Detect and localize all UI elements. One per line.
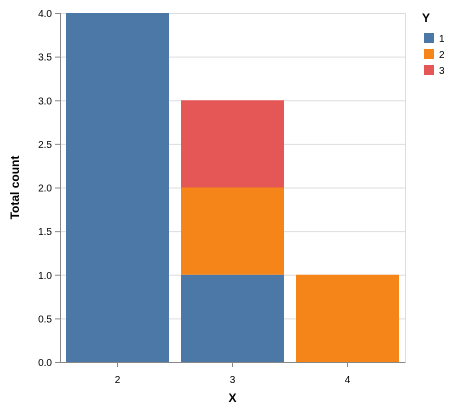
y-tick-label: 0.5 — [38, 314, 52, 325]
bar-x3-y3 — [181, 100, 284, 188]
y-tick-label: 1.5 — [38, 227, 52, 238]
y-axis-title: Total count — [8, 156, 22, 220]
y-tick-label: 3.5 — [38, 53, 52, 64]
x-tick-label: 2 — [115, 375, 121, 386]
bar-x3-y1 — [181, 274, 284, 362]
y-tick-label: 2.0 — [38, 184, 52, 195]
legend-label-1: 1 — [439, 34, 445, 45]
bar-x2-y1 — [66, 13, 169, 362]
legend: Y 1 2 3 — [422, 11, 445, 77]
legend-swatch-1 — [424, 33, 434, 43]
legend-swatch-3 — [424, 65, 434, 75]
axes: 0.0 0.5 1.0 1.5 2.0 2.5 3.0 3.5 4.0 2 3 4 — [38, 9, 406, 386]
bar-x4-y2 — [296, 274, 399, 362]
legend-swatch-2 — [424, 49, 434, 59]
y-tick-label: 2.5 — [38, 140, 52, 151]
bars — [66, 13, 399, 362]
y-tick-label: 0.0 — [38, 358, 52, 369]
legend-label-2: 2 — [439, 50, 445, 61]
y-tick-label: 3.0 — [38, 96, 52, 107]
legend-title: Y — [422, 11, 430, 25]
legend-label-3: 3 — [439, 66, 445, 77]
x-tick-label: 4 — [345, 375, 351, 386]
y-tick-label: 1.0 — [38, 271, 52, 282]
bar-x3-y2 — [181, 187, 284, 275]
x-axis-title: X — [228, 391, 236, 405]
y-tick-label: 4.0 — [38, 9, 52, 20]
x-tick-label: 3 — [230, 375, 236, 386]
